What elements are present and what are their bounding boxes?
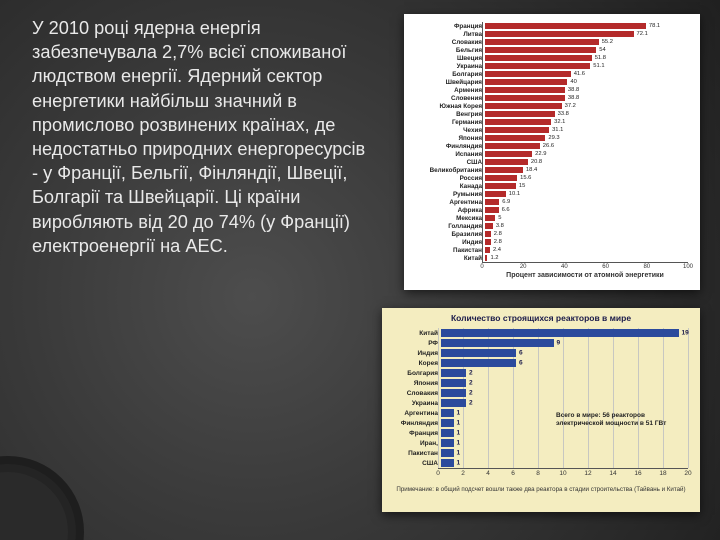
chart1-row: Канада15 [412,182,692,190]
chart2-row: Корея6 [390,358,692,368]
chart1-row: Румыния10.1 [412,190,692,198]
chart1-row: Словакия55.2 [412,38,692,46]
chart1-row: Китай1.2 [412,254,692,262]
chart1-row: Голландия3.8 [412,222,692,230]
dependence-chart-panel: 020406080100Процент зависимости от атомн… [404,14,700,290]
chart1-row: Литва72.1 [412,30,692,38]
body-paragraph: У 2010 році ядерна енергія забезпечувала… [32,16,374,258]
chart2-row: Иран,1 [390,438,692,448]
chart1-row: Африка6.6 [412,206,692,214]
chart1-row: Южная Корея37.2 [412,102,692,110]
chart1-row: Индия2.8 [412,238,692,246]
chart1-row: Чехия31.1 [412,126,692,134]
chart1-row: Швеция51.8 [412,54,692,62]
reactors-chart: 02468101214161820Китай19РФ9Индия6Корея6Б… [390,326,692,484]
chart1-row: Украина51.1 [412,62,692,70]
chart2-row: Индия6 [390,348,692,358]
chart2-row: Словакия2 [390,388,692,398]
chart1-row: Финляндия26.6 [412,142,692,150]
chart2-row: США1 [390,458,692,468]
chart1-row: Бразилия2.8 [412,230,692,238]
chart2-row: РФ9 [390,338,692,348]
chart1-row: Великобритания18.4 [412,166,692,174]
chart1-row: Венгрия33.8 [412,110,692,118]
reactors-chart-legend: Всего в мире: 56 реакторовэлектрической … [556,412,686,428]
chart1-row: Армения38.8 [412,86,692,94]
chart1-row: США20.8 [412,158,692,166]
chart1-row: Швейцария40 [412,78,692,86]
chart1-row: Япония29.3 [412,134,692,142]
chart1-row: Франция78.1 [412,22,692,30]
chart1-row: Болгария41.6 [412,70,692,78]
chart1-row: Испания22.9 [412,150,692,158]
chart2-row: Пакистан1 [390,448,692,458]
chart1-row: Мексика5 [412,214,692,222]
chart1-row: Россия15.6 [412,174,692,182]
corner-decoration [0,472,68,540]
chart1-row: Аргентина6.9 [412,198,692,206]
reactors-chart-panel: Количество строящихся реакторов в мире 0… [382,308,700,512]
chart2-row: Украина2 [390,398,692,408]
chart2-row: Болгария2 [390,368,692,378]
chart1-row: Словения38.8 [412,94,692,102]
chart2-row: Китай19 [390,328,692,338]
chart2-row: Япония2 [390,378,692,388]
chart1-row: Германия32.1 [412,118,692,126]
chart1-row: Бельгия54 [412,46,692,54]
chart2-row: Франция1 [390,428,692,438]
reactors-chart-title: Количество строящихся реакторов в мире [390,313,692,323]
reactors-chart-footnote: Примечание: в общий подсчет вошли также … [390,486,692,493]
dependence-chart: 020406080100Процент зависимости от атомн… [412,20,692,286]
chart1-row: Пакистан2.4 [412,246,692,254]
